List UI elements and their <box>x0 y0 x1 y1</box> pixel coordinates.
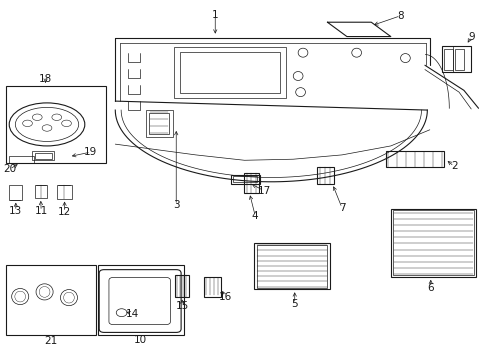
Text: 15: 15 <box>175 301 188 311</box>
Text: 19: 19 <box>84 147 97 157</box>
Bar <box>180 51 279 93</box>
Bar <box>32 151 54 160</box>
Text: 6: 6 <box>427 283 433 293</box>
Bar <box>392 211 473 275</box>
Bar <box>149 113 168 134</box>
Bar <box>35 185 47 198</box>
Bar <box>385 151 444 167</box>
Bar <box>57 185 72 199</box>
Text: 8: 8 <box>396 11 403 21</box>
Bar <box>256 244 327 288</box>
Text: 21: 21 <box>44 336 57 346</box>
Bar <box>230 175 260 184</box>
Bar <box>444 49 452 69</box>
Bar <box>173 47 285 98</box>
Bar <box>5 86 105 163</box>
Bar <box>146 110 172 137</box>
Text: 14: 14 <box>125 309 139 319</box>
Bar <box>243 173 259 193</box>
Bar <box>390 209 475 277</box>
Text: 10: 10 <box>134 334 147 345</box>
Bar <box>5 265 96 335</box>
Bar <box>203 277 221 297</box>
Bar <box>441 45 470 72</box>
Text: 9: 9 <box>467 32 473 41</box>
Text: 16: 16 <box>218 292 231 302</box>
Text: 13: 13 <box>9 206 22 216</box>
Text: 4: 4 <box>251 211 258 221</box>
Text: 3: 3 <box>173 200 179 210</box>
Bar <box>454 49 463 69</box>
Bar <box>98 265 183 335</box>
Bar <box>316 167 333 184</box>
Text: 5: 5 <box>291 299 297 309</box>
Text: 12: 12 <box>58 207 71 217</box>
Text: 1: 1 <box>211 10 218 20</box>
Text: 11: 11 <box>35 206 48 216</box>
Bar <box>232 176 257 182</box>
Bar <box>175 275 188 297</box>
Text: 7: 7 <box>338 203 345 213</box>
Bar <box>35 153 52 159</box>
Bar <box>254 243 329 289</box>
Text: 17: 17 <box>257 186 270 196</box>
Bar <box>9 185 21 200</box>
Text: 20: 20 <box>3 164 16 174</box>
Text: 18: 18 <box>39 74 52 84</box>
Text: 2: 2 <box>450 161 457 171</box>
Bar <box>9 156 34 163</box>
